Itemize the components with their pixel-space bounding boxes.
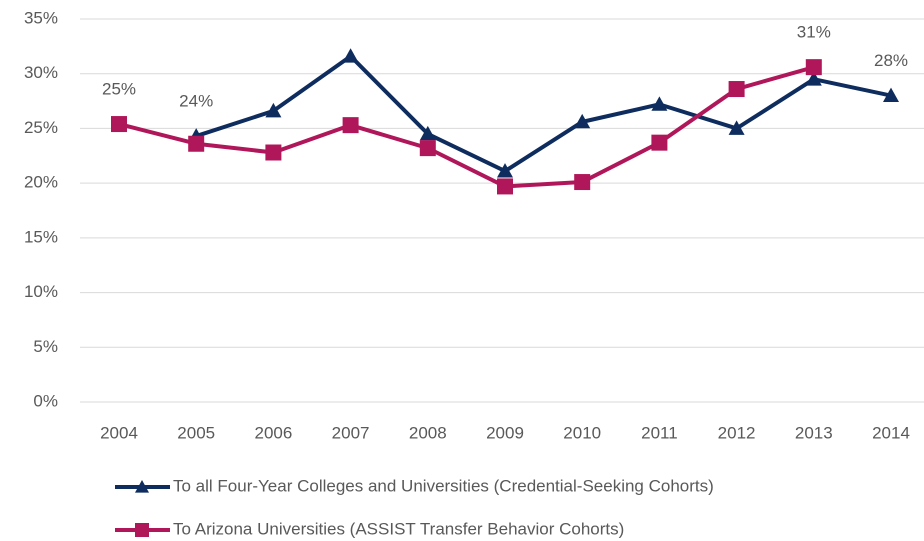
marker <box>188 135 205 152</box>
marker <box>497 178 513 195</box>
marker <box>728 120 745 135</box>
legend-label: To all Four-Year Colleges and Universiti… <box>173 476 714 495</box>
x-tick-label: 2012 <box>718 423 756 442</box>
x-tick-label: 2008 <box>409 423 447 442</box>
marker <box>419 140 436 157</box>
y-tick-label: 10% <box>24 282 58 301</box>
legend-marker <box>135 523 149 537</box>
marker <box>419 125 436 141</box>
data-label: 28% <box>874 51 908 70</box>
data-label: 31% <box>797 23 831 42</box>
marker <box>574 113 591 129</box>
marker <box>651 134 668 151</box>
marker <box>342 117 359 134</box>
y-tick-label: 0% <box>33 391 58 410</box>
marker <box>265 144 282 161</box>
x-tick-label: 2011 <box>641 423 678 442</box>
marker <box>805 71 822 86</box>
y-tick-label: 30% <box>24 63 58 82</box>
marker <box>651 96 668 111</box>
x-tick-label: 2013 <box>795 423 833 442</box>
y-tick-label: 35% <box>24 8 58 27</box>
marker <box>574 174 591 191</box>
y-tick-label: 25% <box>24 118 58 137</box>
marker <box>342 48 359 63</box>
legend-marker <box>135 480 149 493</box>
y-tick-label: 20% <box>24 173 58 192</box>
data-label: 24% <box>179 92 213 111</box>
y-tick-label: 5% <box>33 337 58 356</box>
marker <box>111 116 127 133</box>
x-tick-label: 2005 <box>177 423 215 442</box>
x-tick-label: 2009 <box>486 423 524 442</box>
marker <box>805 59 822 76</box>
marker <box>497 163 513 178</box>
marker <box>265 102 282 118</box>
series-line <box>118 65 815 189</box>
marker <box>728 81 745 98</box>
x-tick-label: 2007 <box>332 423 370 442</box>
series-line <box>195 54 892 174</box>
x-tick-label: 2006 <box>254 423 292 442</box>
x-tick-label: 2010 <box>563 423 601 442</box>
legend-label: To Arizona Universities (ASSIST Transfer… <box>173 519 624 538</box>
x-tick-label: 2014 <box>872 423 910 442</box>
y-tick-label: 15% <box>24 227 58 246</box>
x-tick-label: 2004 <box>100 423 138 442</box>
data-label: 25% <box>102 80 136 99</box>
marker <box>883 87 899 102</box>
